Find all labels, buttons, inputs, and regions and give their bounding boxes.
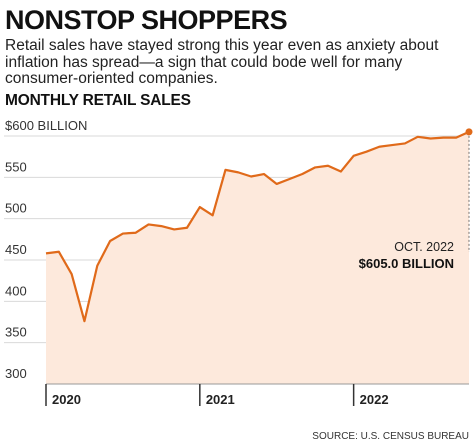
y-tick-label: 450 — [5, 242, 27, 257]
y-axis-ticks: $600 BILLION 550 500 450 400 350 300 — [5, 118, 87, 381]
chart-headline: NONSTOP SHOPPERS — [5, 5, 288, 35]
y-tick-label: 550 — [5, 159, 27, 174]
annotation: OCT. 2022 $605.0 BILLION — [359, 128, 473, 271]
y-tick-label: 400 — [5, 283, 27, 298]
y-tick-label: $600 BILLION — [5, 118, 87, 133]
x-tick-label: 2020 — [52, 392, 81, 407]
y-tick-label: 350 — [5, 325, 27, 340]
last-point-marker — [465, 128, 473, 136]
x-tick-label: 2021 — [206, 392, 235, 407]
chart-dek: Retail sales have stayed strong this yea… — [5, 37, 439, 87]
area-fill — [46, 131, 469, 384]
y-tick-label: 300 — [5, 366, 27, 381]
annotation-value: $605.0 BILLION — [359, 256, 454, 271]
annotation-date: OCT. 2022 — [394, 240, 454, 254]
source-note: SOURCE: U.S. CENSUS BUREAU — [312, 431, 469, 442]
x-axis: 2020 2021 2022 — [45, 383, 469, 407]
x-tick-label: 2022 — [360, 392, 389, 407]
series-line — [45, 130, 470, 323]
chart-title: MONTHLY RETAIL SALES — [5, 92, 191, 109]
y-tick-label: 500 — [5, 201, 27, 216]
